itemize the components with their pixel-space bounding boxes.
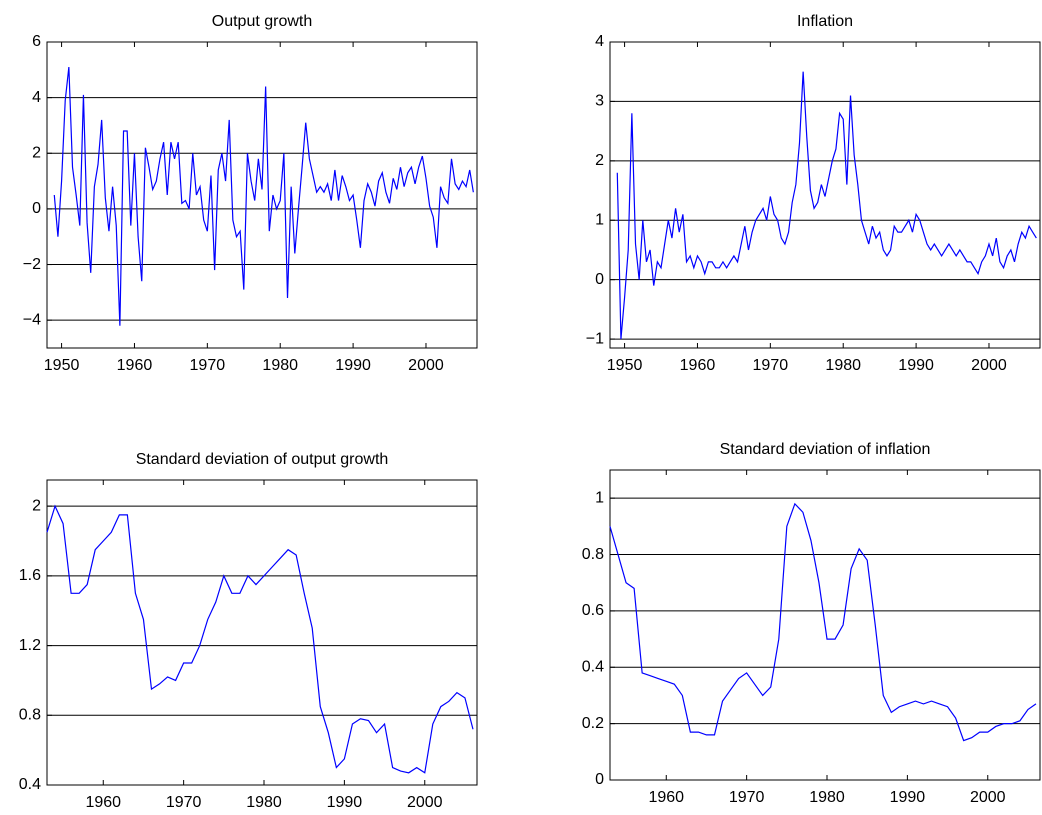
data-line [53, 66, 474, 326]
x-tick-label: 1990 [335, 357, 371, 374]
chart-title: Standard deviation of inflation [720, 441, 931, 458]
x-tick-label: 1970 [729, 789, 765, 806]
y-tick-label: 0.8 [582, 546, 604, 563]
x-tick-label: 1970 [753, 357, 789, 374]
y-tick-label: 1.2 [19, 637, 41, 654]
y-tick-label: 4 [32, 89, 41, 106]
x-tick-label: 1980 [809, 789, 845, 806]
x-tick-label: 1960 [680, 357, 716, 374]
x-tick-label: 2000 [408, 357, 444, 374]
y-tick-label: 0 [595, 771, 604, 788]
y-tick-label: 1 [595, 489, 604, 506]
y-tick-label: 0.2 [582, 715, 604, 732]
x-tick-label: 1970 [190, 357, 226, 374]
plot-frame [609, 469, 1041, 781]
plot-frame [46, 479, 478, 786]
y-tick-label: 1 [595, 211, 604, 228]
y-tick-label: 3 [595, 93, 604, 110]
y-tick-label: 0 [32, 200, 41, 217]
x-tick-label: 1970 [166, 794, 202, 811]
x-tick-label: 1980 [262, 357, 298, 374]
x-tick-label: 1980 [825, 357, 861, 374]
plot-frame [46, 41, 478, 349]
chart-title: Inflation [797, 13, 853, 30]
y-tick-label: 0.4 [19, 776, 41, 793]
x-tick-label: 1960 [117, 357, 153, 374]
x-tick-label: 2000 [970, 789, 1006, 806]
y-tick-label: 0.8 [19, 707, 41, 724]
chart-title: Output growth [212, 13, 313, 30]
x-tick-label: 1950 [607, 357, 643, 374]
y-tick-label: −2 [23, 256, 41, 273]
y-tick-label: 2 [595, 152, 604, 169]
x-tick-label: 2000 [407, 794, 443, 811]
y-tick-label: 2 [32, 144, 41, 161]
y-tick-label: −1 [586, 330, 604, 347]
x-tick-label: 1980 [246, 794, 282, 811]
x-tick-label: 1950 [44, 357, 80, 374]
y-tick-label: 1.6 [19, 567, 41, 584]
data-line [616, 71, 1037, 340]
y-tick-label: 0 [595, 271, 604, 288]
y-tick-label: 2 [32, 497, 41, 514]
x-tick-label: 1990 [898, 357, 934, 374]
x-tick-label: 1960 [85, 794, 121, 811]
y-tick-label: 4 [595, 33, 604, 50]
chart-title: Standard deviation of output growth [136, 451, 389, 468]
y-tick-label: 6 [32, 33, 41, 50]
y-tick-label: 0.6 [582, 602, 604, 619]
data-line [46, 504, 474, 774]
plot-frame [609, 41, 1041, 349]
y-tick-label: −4 [23, 311, 41, 328]
data-line [609, 502, 1037, 742]
x-tick-label: 2000 [971, 357, 1007, 374]
x-tick-label: 1960 [648, 789, 684, 806]
x-tick-label: 1990 [327, 794, 363, 811]
x-tick-label: 1990 [890, 789, 926, 806]
y-tick-label: 0.4 [582, 658, 604, 675]
